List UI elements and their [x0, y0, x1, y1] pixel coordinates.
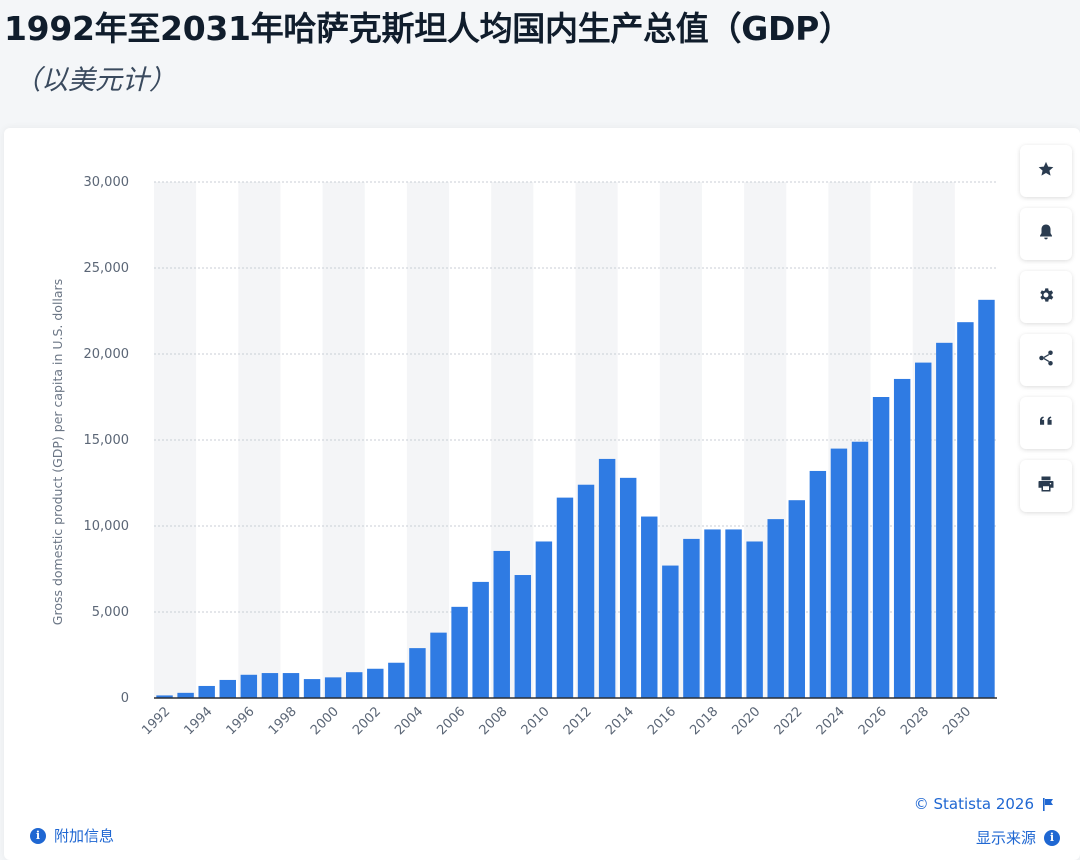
flag-icon[interactable] — [1042, 797, 1054, 811]
bar-2011[interactable] — [556, 497, 574, 698]
x-tick-label: 2004 — [392, 704, 426, 738]
bar-2008[interactable] — [493, 550, 510, 698]
print-button[interactable] — [1020, 460, 1072, 512]
y-tick-label: 25,000 — [84, 261, 130, 276]
bar-2028[interactable] — [915, 362, 932, 698]
x-tick-label: 1996 — [224, 704, 258, 738]
info-icon: i — [1044, 829, 1060, 846]
bar-1993[interactable] — [177, 692, 194, 698]
quote-icon — [1037, 412, 1055, 434]
x-tick-label: 1992 — [139, 704, 173, 738]
x-tick-label: 2028 — [898, 704, 932, 738]
bar-2012[interactable] — [577, 484, 595, 698]
bar-1999[interactable] — [303, 679, 321, 698]
gear-icon — [1037, 286, 1055, 308]
bar-2020[interactable] — [746, 541, 763, 698]
bar-2007[interactable] — [472, 581, 489, 698]
bar-2001[interactable] — [345, 672, 363, 698]
show-source-link[interactable]: 显示来源 i — [976, 827, 1060, 848]
credit-text: © Statista 2026 — [913, 795, 1034, 813]
additional-info-label: 附加信息 — [54, 827, 115, 845]
x-tick-label: 2016 — [645, 704, 679, 738]
y-tick-label: 30,000 — [84, 175, 130, 190]
x-tick-label: 2018 — [687, 704, 721, 738]
star-button[interactable] — [1020, 145, 1072, 197]
x-tick-label: 2000 — [308, 704, 342, 738]
x-tick-label: 1998 — [266, 704, 300, 738]
y-tick-label: 0 — [121, 691, 129, 706]
page-subtitle: （以美元计） — [14, 65, 176, 96]
bar-2021[interactable] — [767, 519, 784, 698]
bar-2015[interactable] — [641, 516, 658, 698]
info-icon: i — [30, 827, 46, 844]
x-tick-label: 2020 — [729, 704, 763, 738]
bar-2005[interactable] — [430, 632, 447, 698]
additional-info-link[interactable]: i 附加信息 — [30, 825, 114, 846]
x-tick-label: 2008 — [477, 704, 511, 738]
x-tick-label: 2012 — [561, 704, 595, 738]
bar-2014[interactable] — [619, 477, 637, 698]
bar-2022[interactable] — [788, 500, 806, 698]
bar-2030[interactable] — [957, 322, 974, 698]
x-tick-label: 2010 — [519, 704, 553, 738]
show-source-label: 显示来源 — [975, 829, 1036, 847]
x-tick-label: 2002 — [350, 704, 384, 738]
bar-2018[interactable] — [704, 529, 721, 698]
y-tick-label: 10,000 — [84, 519, 130, 534]
bar-2004[interactable] — [409, 648, 426, 698]
gridlines — [154, 181, 997, 613]
share-icon — [1037, 349, 1055, 371]
bar-1996[interactable] — [240, 674, 258, 698]
bar-1997[interactable] — [261, 673, 279, 698]
x-tick-label: 2030 — [940, 704, 974, 738]
bar-chart: 0 5,000 10,000 15,000 20,000 25,000 30,000 199… — [50, 175, 997, 738]
bar-2006[interactable] — [451, 606, 468, 698]
y-axis-ticks: 0 5,000 10,000 15,000 20,000 25,000 30,000 — [84, 175, 130, 706]
y-tick-label: 15,000 — [84, 433, 130, 448]
bar-2000[interactable] — [324, 677, 342, 698]
x-tick-label: 2006 — [434, 704, 468, 738]
bars — [156, 299, 995, 698]
chart-card: 0 5,000 10,000 15,000 20,000 25,000 30,000 199… — [4, 128, 1080, 860]
bar-1998[interactable] — [282, 673, 300, 698]
bar-2002[interactable] — [367, 668, 384, 698]
bar-2024[interactable] — [830, 448, 848, 698]
bar-2016[interactable] — [662, 565, 679, 698]
bar-2017[interactable] — [683, 538, 700, 698]
y-tick-label: 5,000 — [92, 605, 129, 620]
bar-2010[interactable] — [535, 541, 553, 698]
bar-1992[interactable] — [156, 695, 173, 698]
x-axis-ticks: 1992 1994 1996 1998 2000 2002 2004 2006 2008 2010… — [139, 704, 974, 738]
bar-2026[interactable] — [872, 397, 890, 698]
bar-2029[interactable] — [936, 342, 953, 698]
statista-credit[interactable]: © Statista 2026 — [914, 795, 1054, 813]
x-tick-label: 2022 — [772, 704, 806, 738]
x-tick-label: 2024 — [814, 704, 848, 738]
x-tick-label: 1994 — [182, 704, 216, 738]
bar-2025[interactable] — [851, 441, 869, 698]
bar-1995[interactable] — [219, 679, 236, 698]
settings-button[interactable] — [1020, 271, 1072, 323]
page-title: 1992年至2031年哈萨克斯坦人均国内生产总值（GDP） — [4, 9, 852, 48]
bar-2003[interactable] — [388, 662, 405, 698]
bar-2009[interactable] — [514, 575, 532, 698]
share-button[interactable] — [1020, 334, 1072, 386]
x-tick-label: 2026 — [856, 704, 890, 738]
bar-2023[interactable] — [809, 470, 827, 698]
star-icon — [1037, 160, 1055, 182]
y-tick-label: 20,000 — [84, 347, 130, 362]
toolbar — [1020, 145, 1074, 523]
printer-icon — [1037, 475, 1055, 497]
bar-2019[interactable] — [725, 529, 742, 698]
y-axis-title: Gross domestic product (GDP) per capita … — [50, 279, 65, 625]
bar-1994[interactable] — [198, 685, 215, 698]
bell-icon — [1037, 223, 1055, 245]
bar-2013[interactable] — [598, 458, 616, 698]
x-tick-label: 2014 — [603, 704, 637, 738]
cite-button[interactable] — [1020, 397, 1072, 449]
notification-button[interactable] — [1020, 208, 1072, 260]
bar-2031[interactable] — [978, 299, 995, 698]
bar-2027[interactable] — [893, 378, 911, 698]
